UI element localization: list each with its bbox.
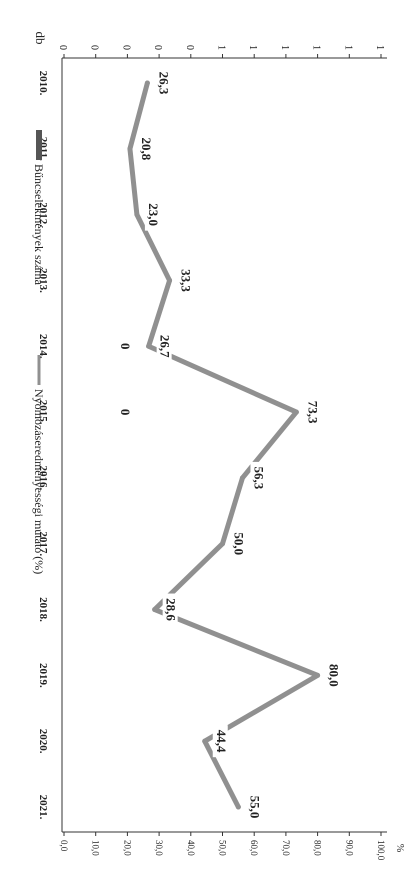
data-point-rate xyxy=(235,804,241,810)
legend-label-rate: Nyomozáseredményességi mutató (%) xyxy=(32,389,46,574)
data-label-rate: 26,7 xyxy=(158,335,173,358)
x-category-label: 2016. xyxy=(37,466,49,491)
right-axis-tick-label: 40,0 xyxy=(186,840,196,856)
x-category-label: 2012. xyxy=(37,202,49,227)
right-axis-tick-label: 80,0 xyxy=(313,840,323,856)
right-axis-tick-label: 60,0 xyxy=(249,840,259,856)
series-line-rate xyxy=(127,80,321,810)
data-label-rate: 56,3 xyxy=(251,467,266,490)
x-category-label: 2020. xyxy=(37,729,49,754)
data-label-rate: 50,0 xyxy=(232,532,247,555)
right-axis-title: % xyxy=(394,844,405,852)
data-label-bg xyxy=(177,264,193,297)
data-label-rate: 20,8 xyxy=(139,137,154,160)
data-label-count: 0 xyxy=(118,409,133,416)
data-label-rate: 26,3 xyxy=(156,72,171,95)
x-category-label: 2013. xyxy=(37,268,49,293)
right-axis-tick-label: 0,0 xyxy=(59,840,69,852)
data-point-rate xyxy=(315,672,321,678)
left-axis-tick-label: 0 xyxy=(57,45,68,50)
data-label-rate: 44,4 xyxy=(214,730,229,753)
x-category-label: 2021. xyxy=(37,795,49,820)
data-label-bg xyxy=(144,198,160,231)
right-axis-tick-label: 70,0 xyxy=(281,840,291,856)
legend-label-count: Bűncselekmények száma xyxy=(32,164,46,286)
data-point-rate xyxy=(144,80,150,86)
left-axis-title: db xyxy=(33,32,48,45)
data-label-rate: 28,6 xyxy=(164,598,179,621)
left-axis-tick-label: 0 xyxy=(152,45,163,50)
right-axis-tick-label: 10,0 xyxy=(91,840,101,856)
left-axis-tick-label: 1 xyxy=(216,45,227,50)
data-label-bg xyxy=(304,396,320,429)
right-axis-tick-label: 90,0 xyxy=(344,840,354,856)
left-axis-tick-label: 1 xyxy=(342,45,353,50)
data-point-rate xyxy=(152,607,158,613)
data-label-rate: 23,0 xyxy=(146,203,161,226)
left-axis-tick-label: 1 xyxy=(247,45,258,50)
right-axis-tick-label: 50,0 xyxy=(218,840,228,856)
data-point-rate xyxy=(127,146,133,152)
x-category-label: 2018. xyxy=(37,597,49,622)
data-label-bg xyxy=(230,527,246,560)
data-label-bg xyxy=(212,725,228,758)
data-label-bg xyxy=(155,67,171,99)
data-point-rate xyxy=(220,541,225,547)
data-label-bg xyxy=(250,461,266,494)
x-category-label: 2015. xyxy=(37,400,49,425)
data-point-rate xyxy=(134,212,140,218)
data-label-rate: 73,3 xyxy=(305,401,320,424)
right-axis-tick-label: 100,0 xyxy=(376,840,386,861)
data-label-bg xyxy=(162,593,178,626)
x-category-label: 2014. xyxy=(37,334,49,359)
data-point-rate xyxy=(146,343,152,349)
right-axis-tick-label: 20,0 xyxy=(122,840,132,856)
data-label-bg xyxy=(325,659,341,692)
data-label-rate: 80,0 xyxy=(327,664,342,687)
x-category-label: 2010. xyxy=(37,71,49,96)
data-point-rate xyxy=(293,409,299,415)
left-axis-tick-label: 1 xyxy=(311,45,322,50)
left-axis-tick-label: 0 xyxy=(89,45,100,50)
right-axis-tick-label: 30,0 xyxy=(154,840,164,856)
x-category-label: 2017. xyxy=(37,531,49,556)
x-category-label: 2019. xyxy=(37,663,49,688)
data-label-bg xyxy=(156,330,172,363)
data-label-count: 0 xyxy=(118,343,133,350)
left-axis-tick-label: 1 xyxy=(374,45,385,50)
data-label-rate: 55,0 xyxy=(247,796,262,819)
data-label-bg xyxy=(137,132,153,165)
left-axis-tick-label: 0 xyxy=(120,45,131,50)
data-point-rate xyxy=(167,277,173,283)
left-axis-tick-label: 1 xyxy=(279,45,290,50)
left-axis-tick-label: 0 xyxy=(184,45,195,50)
data-label-bg xyxy=(246,791,262,823)
data-label-rate: 33,3 xyxy=(179,269,194,292)
data-point-rate xyxy=(202,738,208,744)
data-point-rate xyxy=(239,475,245,481)
